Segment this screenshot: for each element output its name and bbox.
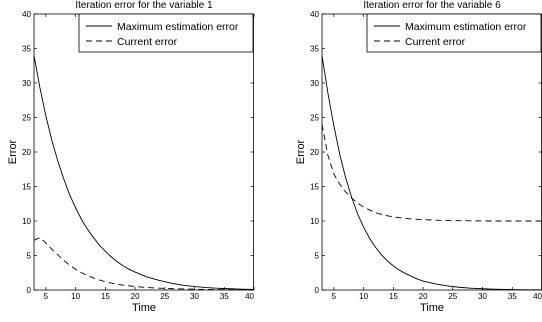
current-error-line xyxy=(321,124,542,222)
x-tick-label: 25 xyxy=(160,292,169,301)
x-tick-label: 15 xyxy=(101,292,110,301)
x-tick-label: 10 xyxy=(359,292,368,301)
y-tick-label: 40 xyxy=(310,10,319,19)
y-tick-label: 25 xyxy=(310,114,319,123)
x-tick-label: 35 xyxy=(508,292,517,301)
x-tick-label: 10 xyxy=(71,292,80,301)
x-tick-label: 5 xyxy=(332,292,337,301)
legend-entry: Current error xyxy=(117,36,178,48)
x-tick-label: 40 xyxy=(533,292,542,301)
y-tick-label: 40 xyxy=(22,10,31,19)
y-tick-label: 25 xyxy=(22,114,31,123)
y-tick-label: 5 xyxy=(27,252,32,261)
x-tick-label: 30 xyxy=(190,292,199,301)
legend-box xyxy=(78,13,254,53)
chart-1: Iteration error for the variable 1 0 5 10 15… xyxy=(7,0,255,314)
y-tick-label: 5 xyxy=(315,252,320,261)
plot-frame xyxy=(321,13,542,291)
y-axis-label: Error xyxy=(7,139,19,164)
chart-2: Iteration error for the variable 6 0 5 10 15… xyxy=(295,0,542,314)
x-tick-label: 25 xyxy=(448,292,457,301)
legend-box xyxy=(366,13,542,53)
legend-entry: Maximum estimation error xyxy=(405,21,527,33)
legend: Maximum estimation error Current error xyxy=(366,13,542,53)
legend: Maximum estimation error Current error xyxy=(78,13,254,53)
x-tick-label: 20 xyxy=(131,292,140,301)
y-tick-label: 20 xyxy=(310,148,319,157)
y-axis-label: Error xyxy=(295,139,307,164)
y-tick-label: 35 xyxy=(22,45,31,54)
y-tick-label: 15 xyxy=(22,183,31,192)
x-tick-label: 20 xyxy=(419,292,428,301)
plot-frame xyxy=(33,13,254,291)
x-tick-label: 30 xyxy=(478,292,487,301)
current-error-line xyxy=(33,237,255,291)
y-tick-label: 10 xyxy=(310,217,319,226)
x-tick-label: 35 xyxy=(220,292,229,301)
y-tick-label: 30 xyxy=(310,79,319,88)
x-axis-label: Time xyxy=(420,302,444,314)
x-tick-label: 15 xyxy=(389,292,398,301)
y-tick-label: 10 xyxy=(22,217,31,226)
y-tick-label: 0 xyxy=(315,286,320,295)
x-axis-label: Time xyxy=(132,302,156,314)
legend-entry: Current error xyxy=(405,36,466,48)
max-estimation-error-line xyxy=(321,55,542,291)
chart-title: Iteration error for the variable 6 xyxy=(363,0,501,11)
y-tick-label: 15 xyxy=(310,183,319,192)
legend-entry: Maximum estimation error xyxy=(117,21,239,33)
max-estimation-error-line xyxy=(33,55,255,290)
x-tick-label: 40 xyxy=(245,292,254,301)
x-tick-label: 5 xyxy=(44,292,49,301)
y-tick-label: 0 xyxy=(27,286,32,295)
y-tick-label: 35 xyxy=(310,45,319,54)
chart-title: Iteration error for the variable 1 xyxy=(75,0,213,11)
y-tick-label: 30 xyxy=(22,79,31,88)
y-tick-label: 20 xyxy=(22,148,31,157)
